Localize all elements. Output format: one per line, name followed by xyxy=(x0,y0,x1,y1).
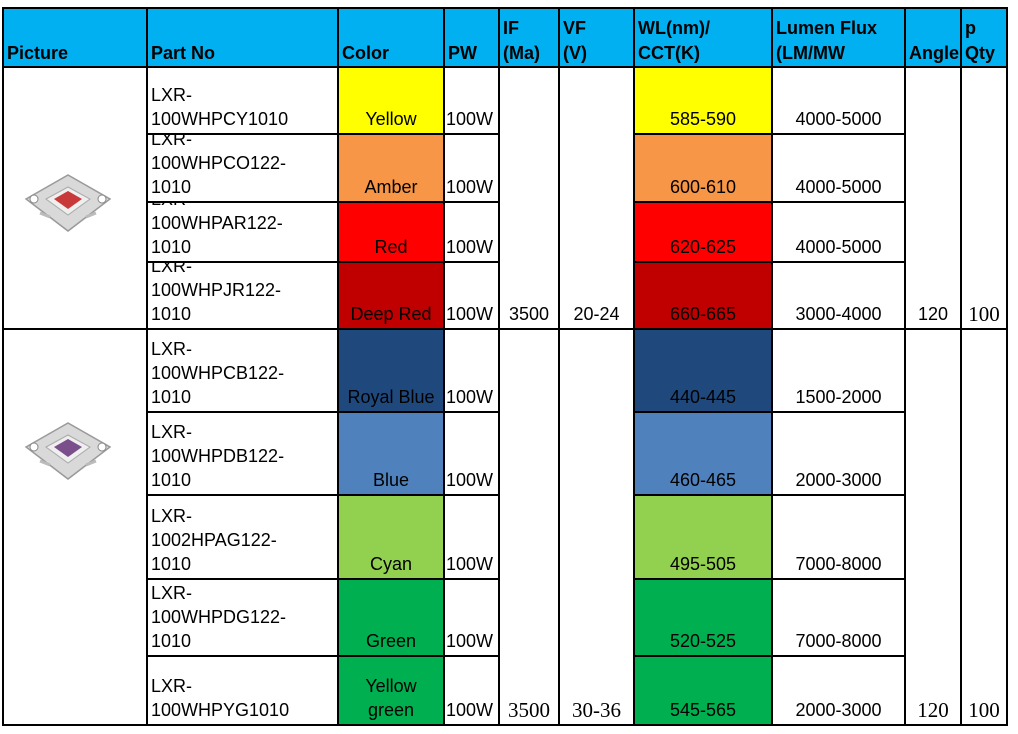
wl-swatch-amber xyxy=(635,135,771,201)
color-label: Yellow green xyxy=(365,676,417,720)
pw-value: 100W xyxy=(446,177,494,197)
header-angle: Angle xyxy=(909,43,960,63)
color-swatch-amber xyxy=(339,135,443,201)
color-label: Green xyxy=(365,631,417,651)
color-swatch-cyan xyxy=(339,496,443,578)
lumen-value: 1500-2000 xyxy=(795,387,882,407)
lumen-value: 7000-8000 xyxy=(795,554,882,574)
color-label: Red xyxy=(374,237,408,257)
header-vf: VF (V) xyxy=(563,18,587,63)
wl-value: 440-445 xyxy=(669,387,737,407)
header-picture: Picture xyxy=(7,43,69,63)
table-header: Picture Part No Color PW IF (Ma) VF (V) … xyxy=(4,9,1006,68)
header-if: IF (Ma) xyxy=(503,18,540,63)
lumen-value: 4000-5000 xyxy=(795,109,882,129)
table-row: LXR- 100WHPCY1010 xyxy=(151,85,289,129)
lumen-value: 3000-4000 xyxy=(795,304,882,324)
led-spec-table: Picture Part No Color PW IF (Ma) VF (V) … xyxy=(2,7,1008,726)
wl-swatch-deep-red xyxy=(635,263,771,328)
header-part-no: Part No xyxy=(151,43,216,63)
lumen-value: 4000-5000 xyxy=(795,237,882,257)
if-value: 3500 xyxy=(508,698,550,722)
pw-value: 100W xyxy=(446,304,494,324)
table-row: LXR- 1002HPAG122- 1010 xyxy=(151,506,277,574)
color-swatch-blue xyxy=(339,413,443,494)
table-row: LXR- 100WHPCO122- 1010 xyxy=(151,135,287,197)
wl-swatch-yellow xyxy=(635,68,771,133)
table-row: LXR- 100WHPDG122- 1010 xyxy=(151,583,287,651)
header-wl: WL(nm)/ CCT(K) xyxy=(638,18,710,63)
pw-value: 100W xyxy=(446,700,494,720)
wl-swatch-yellow-green xyxy=(635,657,771,724)
if-value: 3500 xyxy=(508,304,550,324)
header-pw: PW xyxy=(448,43,477,63)
color-swatch-royal-blue xyxy=(339,330,443,411)
color-label: Deep Red xyxy=(350,304,432,324)
table-row: LXR- 100WHPDB122- 1010 xyxy=(151,422,285,490)
lumen-value: 4000-5000 xyxy=(795,177,882,197)
wl-swatch-blue xyxy=(635,413,771,494)
wl-value: 660-665 xyxy=(669,304,737,324)
pw-value: 100W xyxy=(446,554,494,574)
qty-value: 100 xyxy=(968,302,1000,326)
table-row: LXR- 100WHPYG1010 xyxy=(151,676,290,720)
wl-swatch-red xyxy=(635,203,771,261)
color-swatch-yellow xyxy=(339,68,443,133)
color-swatch-red xyxy=(339,203,443,261)
led-chip-purple-icon xyxy=(24,422,112,480)
color-label: Amber xyxy=(364,177,418,197)
angle-value: 120 xyxy=(917,698,949,722)
table-row: LXR- 100WHPJR122- 1010 xyxy=(151,263,282,324)
wl-value: 585-590 xyxy=(669,109,737,129)
pw-value: 100W xyxy=(446,631,494,651)
vf-value: 30-36 xyxy=(572,698,621,722)
wl-value: 495-505 xyxy=(669,554,737,574)
header-color: Color xyxy=(342,43,389,63)
color-swatch-deep-red xyxy=(339,263,443,328)
lumen-value: 2000-3000 xyxy=(795,470,882,490)
header-lumen-flux: Lumen Flux (LM/MW xyxy=(776,18,878,63)
color-label: Cyan xyxy=(369,554,413,574)
wl-value: 600-610 xyxy=(669,177,737,197)
color-swatch-green xyxy=(339,580,443,655)
wl-value: 520-525 xyxy=(669,631,737,651)
header-qty: p Qty xyxy=(965,18,996,63)
vf-value: 20-24 xyxy=(573,304,620,324)
lumen-value: 2000-3000 xyxy=(795,700,882,720)
angle-value: 120 xyxy=(917,304,949,324)
wl-value: 620-625 xyxy=(669,237,737,257)
wl-swatch-royal-blue xyxy=(635,330,771,411)
pw-value: 100W xyxy=(446,470,494,490)
qty-value: 100 xyxy=(968,698,1000,722)
color-label: Blue xyxy=(372,470,410,490)
pw-value: 100W xyxy=(446,237,494,257)
wl-value: 460-465 xyxy=(669,470,737,490)
color-label: Royal Blue xyxy=(347,387,435,407)
table-row: LXR- 100WHPAR122- 1010 xyxy=(151,203,283,257)
color-swatch-yellow-green xyxy=(339,657,443,724)
pw-value: 100W xyxy=(446,109,494,129)
wl-swatch-green xyxy=(635,580,771,655)
led-chip-red-icon xyxy=(24,174,112,232)
lumen-value: 7000-8000 xyxy=(795,631,882,651)
color-label: Yellow xyxy=(365,109,417,129)
pw-value: 100W xyxy=(446,387,494,407)
wl-swatch-cyan xyxy=(635,496,771,578)
wl-value: 545-565 xyxy=(669,700,737,720)
table-row: LXR- 100WHPCB122- 1010 xyxy=(151,339,285,407)
